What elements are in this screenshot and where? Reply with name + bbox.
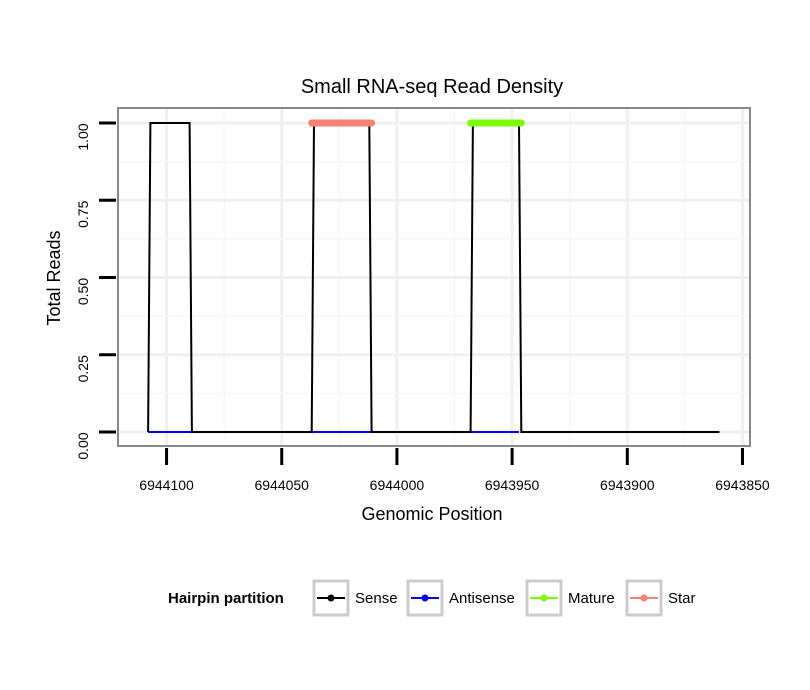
legend-item-mature: Mature: [525, 579, 615, 617]
legend-key-point: [421, 594, 429, 602]
legend-label: Sense: [355, 590, 398, 607]
legend-key-point: [327, 594, 335, 602]
x-tick-label: 6943850: [715, 477, 770, 493]
x-tick-label: 6944000: [370, 477, 425, 493]
chart-title: Small RNA-seq Read Density: [301, 76, 563, 98]
legend: Hairpin partition Sense Antisense Mature St…: [168, 579, 696, 617]
y-tick-label: 0.75: [75, 200, 91, 227]
y-axis-label: Total Reads: [44, 230, 64, 325]
legend-label: Mature: [568, 590, 615, 607]
x-tick-label: 6944050: [254, 477, 309, 493]
axes: 6944100 6944050 6944000 6943950 6943900 69438…: [75, 121, 770, 493]
grid: [119, 109, 749, 445]
x-tick-label: 6943950: [485, 477, 540, 493]
y-tick-label: 0.50: [75, 278, 91, 305]
legend-title: Hairpin partition: [168, 590, 284, 607]
legend-label: Antisense: [449, 590, 515, 607]
x-axis-label: Genomic Position: [361, 504, 502, 524]
legend-key-point: [640, 594, 648, 602]
legend-label: Star: [668, 590, 696, 607]
legend-item-star: Star: [625, 579, 696, 617]
y-tick-label: 1.00: [75, 123, 91, 150]
y-tick-label: 0.25: [75, 355, 91, 382]
legend-key-point: [540, 594, 548, 602]
y-tick-label: 0.00: [75, 432, 91, 459]
x-tick-label: 6943900: [600, 477, 655, 493]
legend-item-antisense: Antisense: [406, 579, 515, 617]
legend-item-sense: Sense: [312, 579, 398, 617]
data-series: [147, 119, 720, 433]
x-tick-label: 6944100: [139, 477, 194, 493]
